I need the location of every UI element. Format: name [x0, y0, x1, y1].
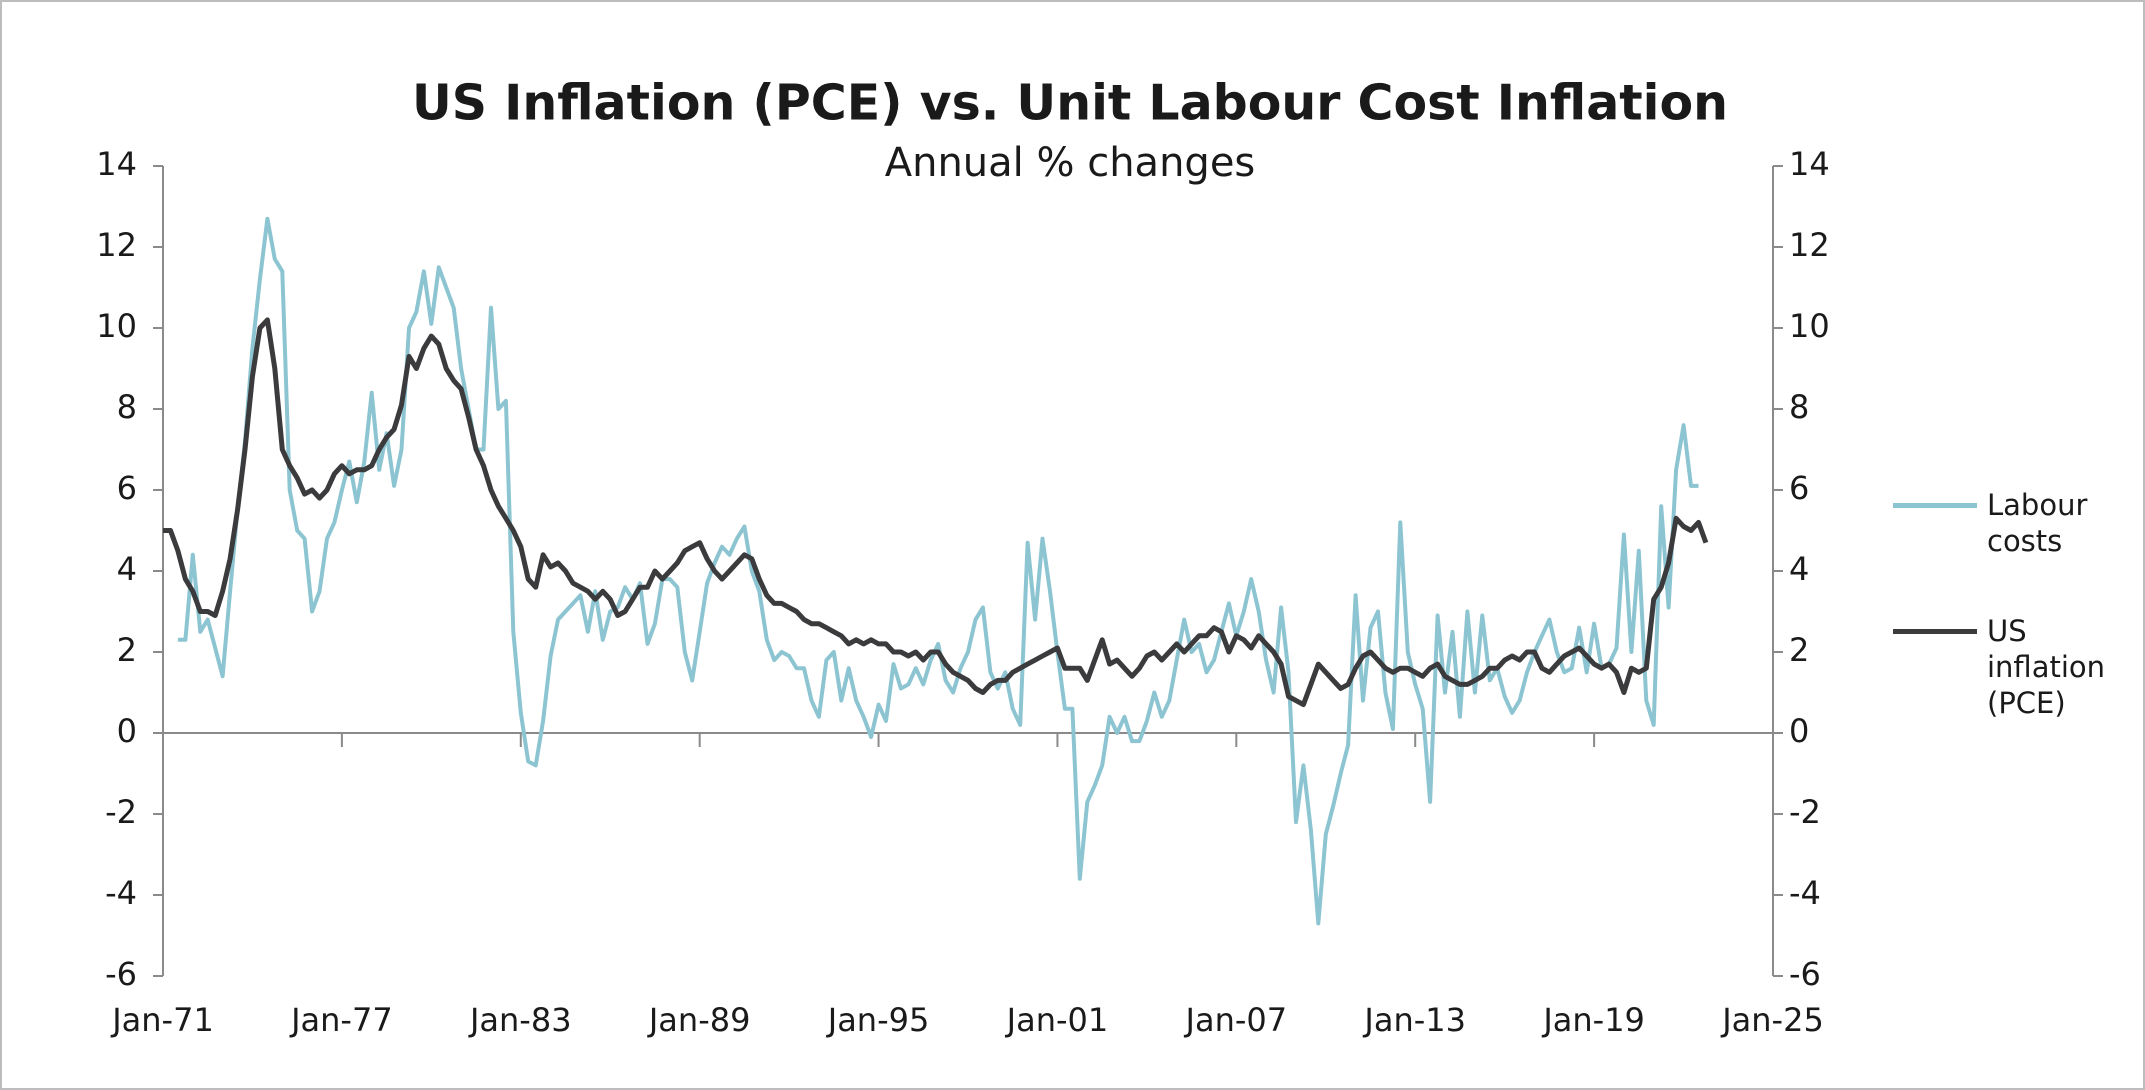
series-line	[177, 216, 1699, 926]
x-tick-label: Jan-13	[1362, 1001, 1466, 1039]
chart-subtitle: Annual % changes	[885, 140, 1256, 186]
x-tick-label: Jan-83	[468, 1001, 572, 1039]
chart-title: US Inflation (PCE) vs. Unit Labour Cost …	[412, 75, 1728, 132]
y-tick-label: 6	[117, 469, 137, 507]
y2-tick-label: 14	[1789, 145, 1830, 183]
x-tick-label: Jan-89	[647, 1001, 751, 1039]
x-tick-label: Jan-07	[1184, 1001, 1288, 1039]
series-line	[163, 317, 1709, 708]
y2-tick-label: 8	[1789, 388, 1809, 426]
y-tick-label: 12	[96, 226, 137, 264]
y2-tick-label: -4	[1789, 874, 1821, 912]
y-tick-label: -4	[105, 874, 137, 912]
x-tick-label: Jan-71	[110, 1001, 214, 1039]
x-tick-label: Jan-01	[1005, 1001, 1109, 1039]
y-tick-label: 4	[117, 550, 137, 588]
y-tick-label: -2	[105, 793, 137, 831]
y2-tick-label: 4	[1789, 550, 1809, 588]
y2-tick-label: 10	[1789, 307, 1830, 345]
x-tick-label: Jan-25	[1720, 1001, 1824, 1039]
x-tick-label: Jan-77	[289, 1001, 393, 1039]
y2-tick-label: 2	[1789, 631, 1809, 669]
y2-tick-label: 6	[1789, 469, 1809, 507]
legend-label: US inflation (PCE)	[1987, 614, 2106, 720]
x-tick-label: Jan-95	[826, 1001, 930, 1039]
y2-tick-label: 12	[1789, 226, 1830, 264]
legend-label: Labour costs	[1987, 488, 2088, 558]
y-tick-label: 2	[117, 631, 137, 669]
y-tick-label: -6	[105, 955, 137, 993]
x-tick-label: Jan-19	[1541, 1001, 1645, 1039]
y2-tick-label: -6	[1789, 955, 1821, 993]
y-tick-label: 8	[117, 388, 137, 426]
y2-tick-label: 0	[1789, 712, 1809, 750]
legend-swatch	[1893, 629, 1977, 634]
y-tick-label: 10	[96, 307, 137, 345]
y2-tick-label: -2	[1789, 793, 1821, 831]
y-tick-label: 14	[96, 145, 137, 183]
y-tick-label: 0	[117, 712, 137, 750]
legend-swatch	[1893, 503, 1977, 508]
